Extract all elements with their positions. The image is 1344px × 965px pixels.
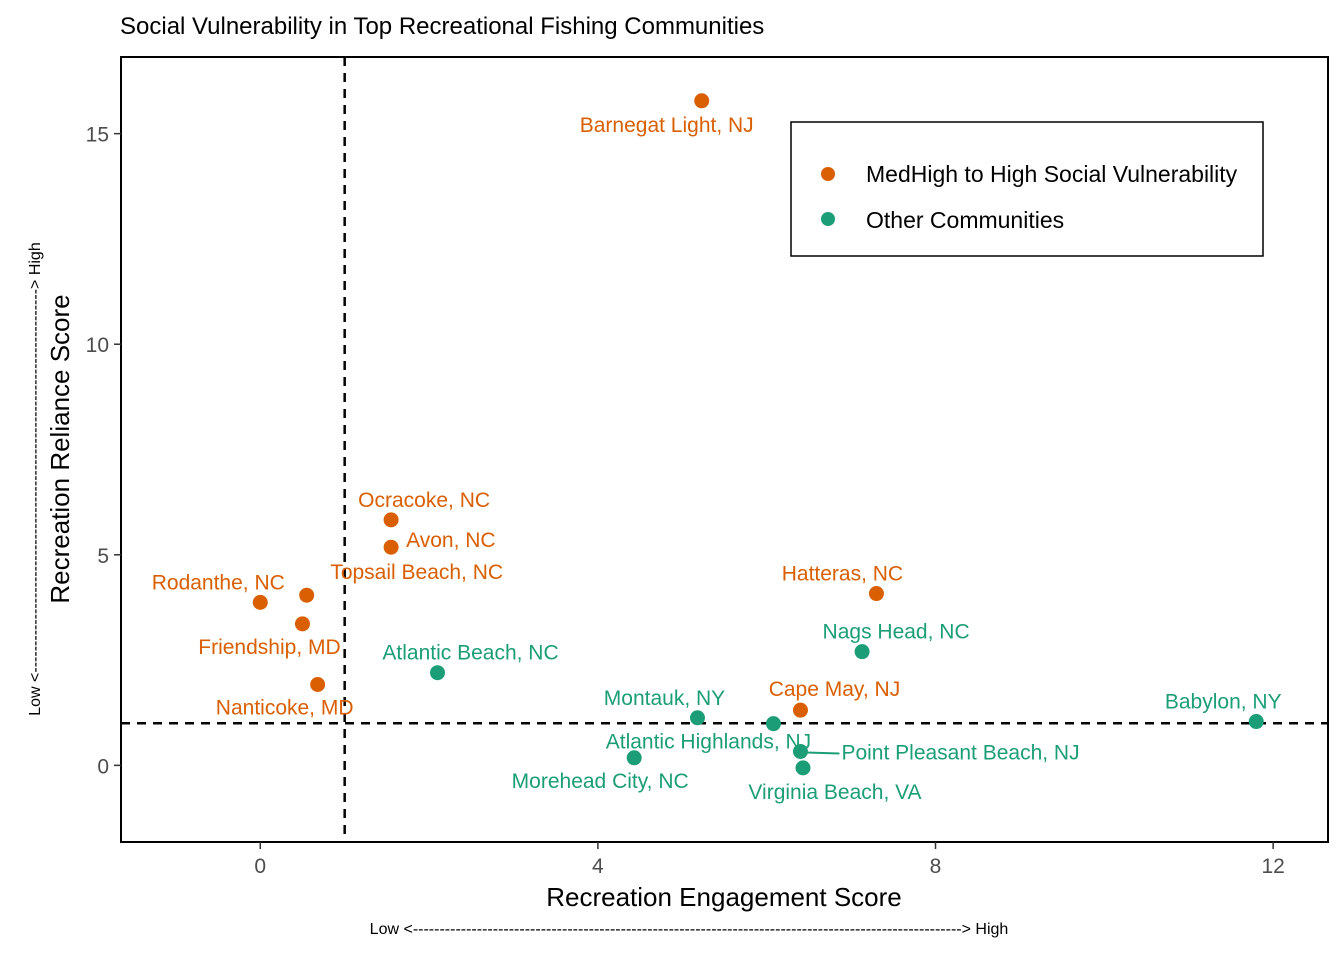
point-barnegat-light-nj — [694, 93, 710, 109]
point-topsail-beach-nc — [299, 587, 315, 603]
label-topsail-beach-nc: Topsail Beach, NC — [330, 561, 503, 584]
plot-panel-border — [120, 56, 1329, 843]
point-ocracoke-nc — [383, 512, 399, 528]
label-point-pleasant-beach-nj: Point Pleasant Beach, NJ — [841, 741, 1079, 764]
x-tick-label: 12 — [1261, 855, 1284, 878]
x-tick-label: 4 — [592, 855, 604, 878]
chart-title: Social Vulnerability in Top Recreational… — [120, 13, 764, 40]
data-points — [252, 93, 1264, 776]
point-friendship-md — [294, 616, 310, 632]
y-tick-label: 5 — [97, 545, 109, 568]
label-hatteras-nc: Hatteras, NC — [782, 563, 903, 586]
x-tick-label: 8 — [930, 855, 942, 878]
label-cape-may-nj: Cape May, NJ — [769, 678, 901, 701]
label-ocracoke-nc: Ocracoke, NC — [358, 489, 490, 512]
point-nags-head-nc — [854, 644, 870, 660]
point-virginia-beach-va — [795, 760, 811, 776]
label-virginia-beach-va: Virginia Beach, VA — [748, 781, 921, 804]
label-morehead-city-nc: Morehead City, NC — [512, 770, 689, 793]
point-morehead-city-nc — [626, 750, 642, 766]
point-atlantic-highlands-nj — [765, 716, 781, 732]
label-barnegat-light-nj: Barnegat Light, NJ — [580, 114, 754, 137]
label-avon-nc: Avon, NC — [406, 529, 496, 552]
legend-marker-high-vulnerability — [821, 167, 835, 181]
x-axis: 0 4 8 12 — [254, 842, 1285, 878]
x-tick-label: 0 — [254, 855, 266, 878]
point-avon-nc — [383, 539, 399, 555]
label-atlantic-highlands-nj: Atlantic Highlands, NJ — [606, 731, 811, 754]
legend-box — [790, 121, 1264, 257]
label-friendship-md: Friendship, MD — [198, 636, 340, 659]
point-cape-may-nj — [792, 702, 808, 718]
label-nanticoke-md: Nanticoke, MD — [216, 696, 354, 719]
label-nags-head-nc: Nags Head, NC — [823, 621, 970, 644]
y-direction-note: Low <-----------------------------------… — [27, 242, 44, 715]
legend-label-high-vulnerability: MedHigh to High Social Vulnerability — [866, 161, 1238, 187]
legend-marker-other — [821, 212, 835, 226]
point-labels: Barnegat Light, NJ Ocracoke, NC Avon, NC Ro… — [152, 114, 1282, 804]
y-tick-label: 0 — [97, 755, 109, 778]
point-babylon-ny — [1248, 714, 1264, 730]
reference-lines — [121, 57, 1328, 842]
point-montauk-ny — [689, 710, 705, 726]
label-leader-line — [806, 751, 840, 755]
legend: MedHigh to High Social Vulnerability Oth… — [790, 121, 1264, 257]
y-axis: 0 5 10 15 — [86, 124, 121, 778]
label-babylon-ny: Babylon, NY — [1165, 691, 1282, 714]
y-tick-label: 10 — [86, 334, 109, 357]
x-direction-note: Low <-----------------------------------… — [370, 921, 1009, 938]
legend-label-other: Other Communities — [866, 207, 1064, 233]
y-tick-label: 15 — [86, 124, 109, 147]
point-nanticoke-md — [310, 676, 326, 692]
y-axis-title: Recreation Reliance Score — [45, 294, 75, 603]
point-point-pleasant-beach-nj — [792, 743, 808, 759]
point-hatteras-nc — [868, 586, 884, 602]
label-montauk-ny: Montauk, NY — [604, 687, 725, 710]
point-atlantic-beach-nc — [430, 665, 446, 681]
point-rodanthe-nc — [252, 594, 268, 610]
x-axis-title: Recreation Engagement Score — [546, 882, 902, 912]
label-atlantic-beach-nc: Atlantic Beach, NC — [382, 642, 558, 665]
label-rodanthe-nc: Rodanthe, NC — [152, 571, 285, 594]
